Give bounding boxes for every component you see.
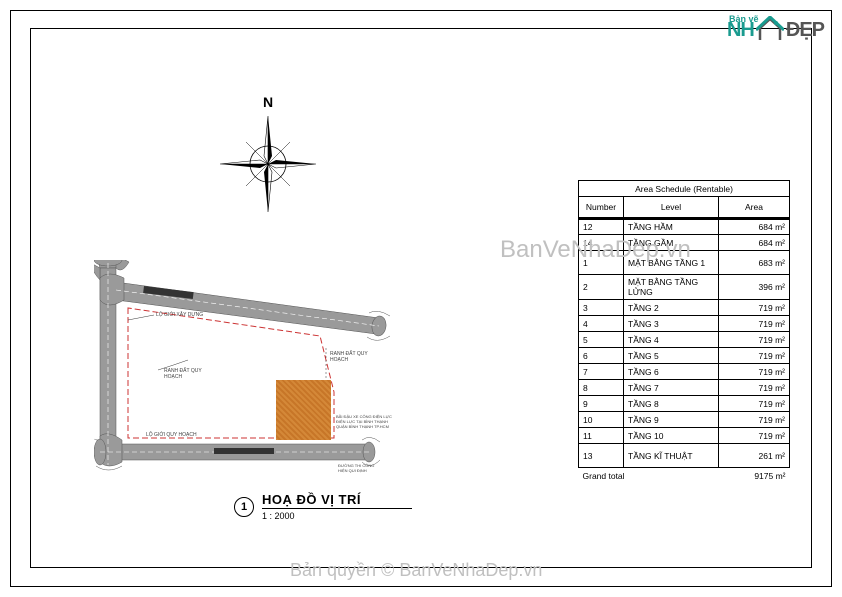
cell-area: 719 m² [719, 364, 790, 380]
compass-rose: N [218, 114, 318, 214]
label-ranh-1: RANH ĐẤT QUY [164, 367, 202, 374]
cell-area: 683 m² [719, 251, 790, 275]
cell-number: 8 [579, 380, 624, 396]
cell-area: 396 m² [719, 275, 790, 300]
cell-level: TẦNG 9 [624, 412, 719, 428]
cell-level: TẦNG 7 [624, 380, 719, 396]
cell-area: 719 m² [719, 300, 790, 316]
drawing-title: HOẠ ĐỒ VỊ TRÍ [262, 492, 412, 507]
table-row: 7TẦNG 6719 m² [579, 364, 790, 380]
cell-level: TẦNG 8 [624, 396, 719, 412]
road-note-2: HIỆN QUI ĐỊNH [338, 468, 367, 473]
cell-area: 261 m² [719, 444, 790, 468]
cell-number: 12 [579, 219, 624, 235]
cell-area: 719 m² [719, 348, 790, 364]
total-label: Grand total [579, 468, 719, 484]
cell-area: 719 m² [719, 412, 790, 428]
cell-level: TẦNG 10 [624, 428, 719, 444]
cell-level: TẦNG KĨ THUẬT [624, 444, 719, 468]
cell-level: TẦNG 4 [624, 332, 719, 348]
table-row: 3TẦNG 2719 m² [579, 300, 790, 316]
total-area: 9175 m² [719, 468, 790, 484]
table-row: 11TẦNG 10719 m² [579, 428, 790, 444]
cell-number: 9 [579, 396, 624, 412]
label-ranh-1b: HOẠCH [164, 374, 182, 380]
cell-number: 4 [579, 316, 624, 332]
cell-number: 3 [579, 300, 624, 316]
table-row: 13TẦNG KĨ THUẬT261 m² [579, 444, 790, 468]
table-row: 6TẦNG 5719 m² [579, 348, 790, 364]
cell-level: TẦNG HẦM [624, 219, 719, 235]
title-underline [262, 508, 412, 509]
col-header-level: Level [624, 197, 719, 219]
cell-number: 7 [579, 364, 624, 380]
cell-number: 5 [579, 332, 624, 348]
table-row: 4TẦNG 3719 m² [579, 316, 790, 332]
col-header-area: Area [719, 197, 790, 219]
cell-area: 719 m² [719, 396, 790, 412]
label-ranh-2: RANH ĐẤT QUY [330, 350, 368, 357]
cell-level: TẦNG 6 [624, 364, 719, 380]
cell-number: 10 [579, 412, 624, 428]
site-plan: LỘ GIỚI XÂY DỰNG RANH ĐẤT QUY HOẠCH RANH… [94, 260, 414, 480]
compass-north-label: N [263, 94, 273, 110]
logo: Bản vẽ NH ĐẸP [727, 16, 824, 42]
cell-level: TẦNG GẦM [624, 235, 719, 251]
schedule-title: Area Schedule (Rentable) [579, 181, 790, 197]
label-ranh-2b: HOẠCH [330, 357, 348, 363]
cell-number: 6 [579, 348, 624, 364]
cell-number: 11 [579, 428, 624, 444]
drawing-number-circle: 1 [234, 497, 254, 517]
drawing-title-block: 1 HOẠ ĐỒ VỊ TRÍ 1 : 2000 [234, 492, 412, 521]
cell-number: 13 [579, 444, 624, 468]
cell-level: TẦNG 2 [624, 300, 719, 316]
cell-level: MẶT BẰNG TẦNG 1 [624, 251, 719, 275]
drawing-scale: 1 : 2000 [262, 511, 412, 521]
table-row: 12TẦNG HẦM684 m² [579, 219, 790, 235]
building-footprint [276, 380, 331, 440]
table-row: 1MẶT BẰNG TẦNG 1683 m² [579, 251, 790, 275]
col-header-number: Number [579, 197, 624, 219]
building-note-3: QUẬN BÌNH THẠNH TP.HCM [336, 424, 389, 429]
cell-area: 684 m² [719, 235, 790, 251]
cell-number: 1 [579, 251, 624, 275]
table-row: 14TẦNG GẦM684 m² [579, 235, 790, 251]
logo-subtitle: Bản vẽ [729, 14, 759, 24]
cell-area: 719 m² [719, 428, 790, 444]
table-row: 5TẦNG 4719 m² [579, 332, 790, 348]
logo-house-icon [756, 16, 784, 42]
label-lo-gioi: LỘ GIỚI XÂY DỰNG [156, 311, 203, 318]
cell-level: TẦNG 5 [624, 348, 719, 364]
cell-area: 719 m² [719, 316, 790, 332]
cell-area: 719 m² [719, 332, 790, 348]
table-row: 9TẦNG 8719 m² [579, 396, 790, 412]
cell-number: 14 [579, 235, 624, 251]
table-row: 10TẦNG 9719 m² [579, 412, 790, 428]
cell-level: TẦNG 3 [624, 316, 719, 332]
cell-area: 719 m² [719, 380, 790, 396]
label-lo-gioi-2: LỘ GIỚI QUY HOẠCH [146, 431, 197, 438]
cell-number: 2 [579, 275, 624, 300]
table-row: 2MẶT BẰNG TẦNG LỬNG396 m² [579, 275, 790, 300]
logo-text-end: ĐẸP [786, 19, 824, 42]
table-row: 8TẦNG 7719 m² [579, 380, 790, 396]
cell-level: MẶT BẰNG TẦNG LỬNG [624, 275, 719, 300]
area-schedule-table: Area Schedule (Rentable) Number Level Ar… [578, 180, 790, 484]
cell-area: 684 m² [719, 219, 790, 235]
